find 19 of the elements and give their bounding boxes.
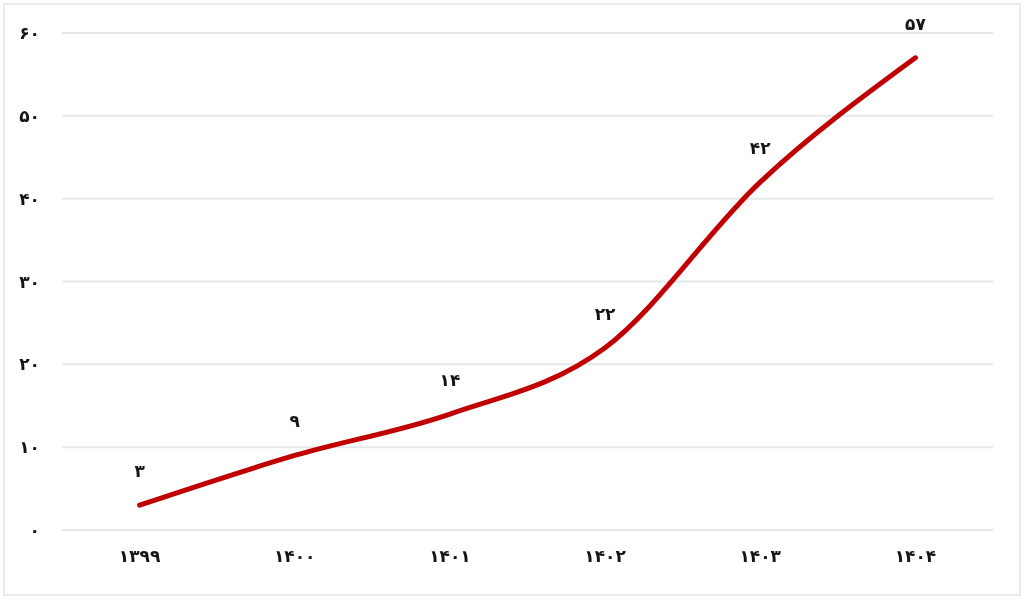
x-tick-label: ۱۳۹۹: [118, 546, 161, 567]
x-tick-label: ۱۴۰۰: [273, 546, 316, 567]
x-tick-label: ۱۴۰۳: [739, 546, 782, 567]
y-tick-label: ۳۰: [19, 271, 40, 292]
x-tick-label: ۱۴۰۲: [584, 546, 627, 567]
y-tick-label: ۲۰: [19, 354, 40, 375]
data-label: ۳: [134, 461, 146, 482]
x-tick-label: ۱۴۰۴: [894, 546, 937, 567]
y-tick-label: ۶۰: [19, 23, 40, 44]
data-label: ۹: [289, 411, 301, 432]
y-tick-label: ۵۰: [19, 105, 40, 126]
data-label: ۲۲: [594, 303, 617, 324]
y-tick-label: ۰: [29, 520, 40, 541]
data-label: ۴۲: [749, 138, 772, 159]
y-tick-label: ۴۰: [19, 188, 40, 209]
y-tick-label: ۱۰: [19, 437, 40, 458]
x-tick-label: ۱۴۰۱: [429, 546, 471, 567]
data-label: ۱۴: [439, 370, 461, 391]
data-label: ۵۷: [905, 13, 927, 34]
